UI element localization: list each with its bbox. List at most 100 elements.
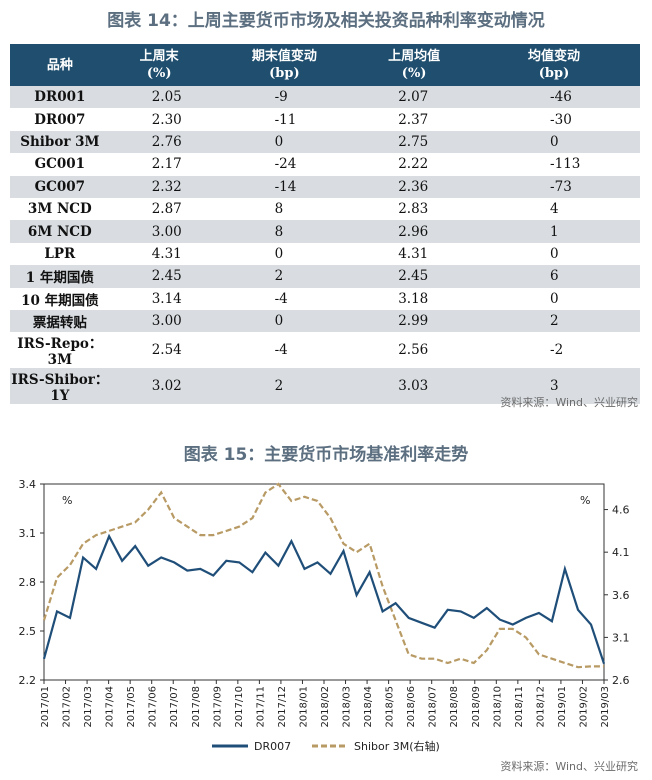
x-tick-label: 2017/05 xyxy=(126,686,137,728)
row-value: 8 xyxy=(274,201,284,218)
x-tick-label: 2017/08 xyxy=(191,686,202,728)
row-value: 3.14 xyxy=(151,290,182,307)
row-variety: DR007 xyxy=(34,111,86,128)
right-tick-label: 2.6 xyxy=(612,674,630,687)
row-variety: IRS-Shibor：1Y xyxy=(10,368,110,405)
x-tick-label: 2018/03 xyxy=(342,686,353,728)
table-row: DR001 2.05 -9 2.07 -46 xyxy=(10,86,640,109)
table-row: GC007 2.32 -14 2.36 -73 xyxy=(10,175,640,198)
row-value: 3.18 xyxy=(398,290,429,307)
row-variety: 1 年期国债 xyxy=(10,265,110,288)
row-value: -46 xyxy=(468,86,640,109)
table-row: IRS-Shibor：1Y 3.02 2 3.03 3 xyxy=(10,368,640,405)
x-tick-label: 2017/04 xyxy=(105,686,116,728)
left-tick-label: 3.1 xyxy=(19,527,37,540)
row-value: 0 xyxy=(208,130,361,154)
table-figure-title: 图表 14：上周主要货币市场及相关投资品种利率变动情况 xyxy=(107,11,545,31)
row-value: 6 xyxy=(468,265,640,288)
row-value: 2.32 xyxy=(109,175,209,198)
row-value: 4.31 xyxy=(398,245,429,262)
table-row: 10 年期国债 3.14 -4 3.18 0 xyxy=(10,288,640,310)
row-variety: Shibor 3M xyxy=(10,130,110,154)
table-row: 票据转贴 3.00 0 2.99 2 xyxy=(10,309,640,333)
row-value: 2.07 xyxy=(360,86,469,109)
table-row: 6M NCD 3.00 8 2.96 1 xyxy=(10,220,640,243)
row-value: -11 xyxy=(274,111,297,128)
row-value: 3.00 xyxy=(109,220,209,243)
x-tick-label: 2018/01 xyxy=(298,686,309,728)
row-value: 2.76 xyxy=(109,130,209,154)
row-value: -113 xyxy=(550,156,581,173)
left-tick-label: 3.4 xyxy=(19,478,37,491)
row-value: -73 xyxy=(468,175,640,198)
right-tick-label: 4.1 xyxy=(612,546,630,559)
x-tick-label: 2017/09 xyxy=(212,686,223,728)
header-average-change: 均值变动 (bp) xyxy=(468,44,640,86)
row-variety: GC007 xyxy=(10,175,110,198)
row-value: 2.22 xyxy=(398,156,429,173)
row-value: 2.05 xyxy=(109,86,209,109)
x-tick-label: 2017/11 xyxy=(255,686,266,728)
x-tick-label: 2018/07 xyxy=(428,686,439,728)
left-tick-label: 2.2 xyxy=(19,674,37,687)
row-variety: GC001 xyxy=(34,156,86,173)
row-value: -2 xyxy=(550,342,564,359)
row-value: -4 xyxy=(274,342,288,359)
rates-table: 品种 上周末 (%) 期末值变动 (bp) 上周均值 (%) 均值变动 (bp) DR0… xyxy=(10,44,640,405)
table-row: Shibor 3M 2.76 0 2.75 0 xyxy=(10,130,640,154)
chart-figure-title: 图表 15：主要货币市场基准利率走势 xyxy=(183,445,469,465)
legend: DR007 Shibor 3M(右轴) xyxy=(212,739,440,753)
row-value: -9 xyxy=(208,86,361,109)
row-value: -24 xyxy=(274,156,297,173)
row-value: 3.02 xyxy=(109,368,209,405)
left-axis-unit: % xyxy=(62,494,72,507)
row-value: -14 xyxy=(208,175,361,198)
x-tick-label: 2019/01 xyxy=(557,686,568,728)
row-value: 2.45 xyxy=(360,265,469,288)
row-variety: 3M NCD xyxy=(27,201,92,218)
x-tick-label: 2018/02 xyxy=(320,686,331,728)
x-tick-label: 2018/04 xyxy=(363,686,374,728)
table-header-row: 品种 上周末 (%) 期末值变动 (bp) 上周均值 (%) 均值变动 (bp) xyxy=(10,44,640,86)
plot-frame xyxy=(43,483,605,681)
x-tick-label: 2017/02 xyxy=(62,686,73,728)
row-value: 3.03 xyxy=(360,368,469,405)
row-value: 3 xyxy=(468,368,640,405)
x-tick-label: 2018/06 xyxy=(406,686,417,728)
row-value: 2 xyxy=(208,368,361,405)
right-tick-label: 3.1 xyxy=(612,631,630,644)
legend-label-dr007: DR007 xyxy=(254,740,291,753)
row-value: 0 xyxy=(550,290,559,307)
legend-label-shibor: Shibor 3M(右轴) xyxy=(354,739,440,753)
row-value: 2.36 xyxy=(360,175,469,198)
rates-line-chart: 2.2 2.5 2.8 3.1 3.4 2.6 3.1 3.6 4.1 4.6 2017/01 201… xyxy=(19,478,630,753)
right-axis-unit: % xyxy=(580,494,590,507)
table-row: 1 年期国债 2.45 2 2.45 6 xyxy=(10,265,640,288)
row-value: 8 xyxy=(208,220,361,243)
x-tick-label: 2017/01 xyxy=(40,686,51,728)
header-last-close: 上周末 (%) xyxy=(109,44,209,86)
x-tick-label: 2018/11 xyxy=(514,686,525,728)
row-value: -30 xyxy=(550,111,572,128)
table-row: DR007 2.30 -11 2.37 -30 xyxy=(10,108,640,130)
x-tick-label: 2018/05 xyxy=(385,686,396,728)
row-variety: 10 年期国债 xyxy=(21,292,99,309)
row-value: 2 xyxy=(208,265,361,288)
right-tick-label: 3.6 xyxy=(612,589,630,602)
row-value: 2.96 xyxy=(360,220,469,243)
table-row: GC001 2.17 -24 2.22 -113 xyxy=(10,153,640,175)
table-row: IRS-Repo：3M 2.54 -4 2.56 -2 xyxy=(10,332,640,368)
row-value: 2.37 xyxy=(398,111,429,128)
table-row: LPR 4.31 0 4.31 0 xyxy=(10,243,640,265)
row-value: 2.75 xyxy=(360,130,469,154)
x-tick-label: 2019/03 xyxy=(600,686,611,728)
x-tick-label: 2019/02 xyxy=(578,686,589,728)
row-variety: DR001 xyxy=(10,86,110,109)
x-tick-label: 2018/08 xyxy=(449,686,460,728)
row-value: 4.31 xyxy=(151,245,182,262)
row-value: 0 xyxy=(208,309,361,333)
row-value: 0 xyxy=(274,245,284,262)
row-value: 0 xyxy=(468,130,640,154)
row-value: -4 xyxy=(274,290,288,307)
header-close-change: 期末值变动 (bp) xyxy=(208,44,361,86)
